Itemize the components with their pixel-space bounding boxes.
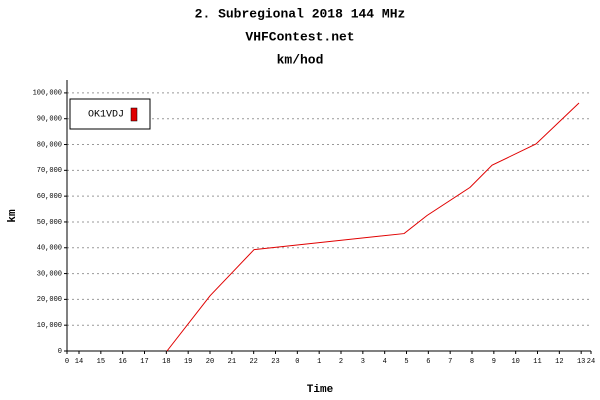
x-tick-label: 20 — [206, 358, 214, 366]
x-tick-label: 2 — [339, 358, 343, 366]
y-tick-label: 70,000 — [37, 167, 62, 175]
x-tick-label: 7 — [448, 358, 452, 366]
chart-title: 2. Subregional 2018 144 MHz — [195, 6, 406, 21]
x-tick-label: 19 — [184, 358, 192, 366]
x-tick-label: 14 — [75, 358, 83, 366]
y-tick-label: 50,000 — [37, 219, 62, 227]
legend-swatch — [130, 107, 138, 122]
x-axis-label: Time — [307, 384, 334, 396]
x-tick-label: 24 — [587, 358, 595, 366]
y-axis-label: km — [7, 209, 19, 223]
y-tick-label: 30,000 — [37, 270, 62, 278]
y-tick-label: 0 — [58, 348, 62, 356]
y-tick-label: 100,000 — [33, 90, 62, 98]
legend-label: OK1VDJ — [88, 110, 124, 121]
x-tick-label: 8 — [470, 358, 474, 366]
x-tick-label: 11 — [533, 358, 541, 366]
y-tick-label: 80,000 — [37, 141, 62, 149]
x-tick-label: 4 — [383, 358, 387, 366]
y-tick-label: 20,000 — [37, 296, 62, 304]
x-tick-label: 21 — [228, 358, 236, 366]
x-tick-label: 18 — [162, 358, 170, 366]
x-tick-label: 0 — [295, 358, 299, 366]
x-tick-label: 3 — [361, 358, 365, 366]
x-tick-label: 9 — [492, 358, 496, 366]
x-tick-label: 13 — [577, 358, 585, 366]
x-tick-label: 1 — [317, 358, 321, 366]
x-tick-label: 23 — [271, 358, 279, 366]
x-tick-label: 0 — [65, 358, 69, 366]
y-tick-label: 90,000 — [37, 116, 62, 124]
unit-title: km/hod — [277, 52, 324, 67]
y-tick-label: 60,000 — [37, 193, 62, 201]
x-tick-label: 6 — [426, 358, 430, 366]
x-tick-label: 17 — [140, 358, 148, 366]
y-tick-label: 40,000 — [37, 245, 62, 253]
x-tick-label: 16 — [118, 358, 126, 366]
x-tick-label: 22 — [249, 358, 257, 366]
x-tick-label: 5 — [404, 358, 408, 366]
data-line — [166, 102, 580, 352]
x-tick-label: 15 — [97, 358, 105, 366]
x-tick-label: 12 — [555, 358, 563, 366]
y-tick-label: 10,000 — [37, 322, 62, 330]
chart-subtitle: VHFContest.net — [245, 29, 354, 44]
x-tick-label: 10 — [511, 358, 519, 366]
